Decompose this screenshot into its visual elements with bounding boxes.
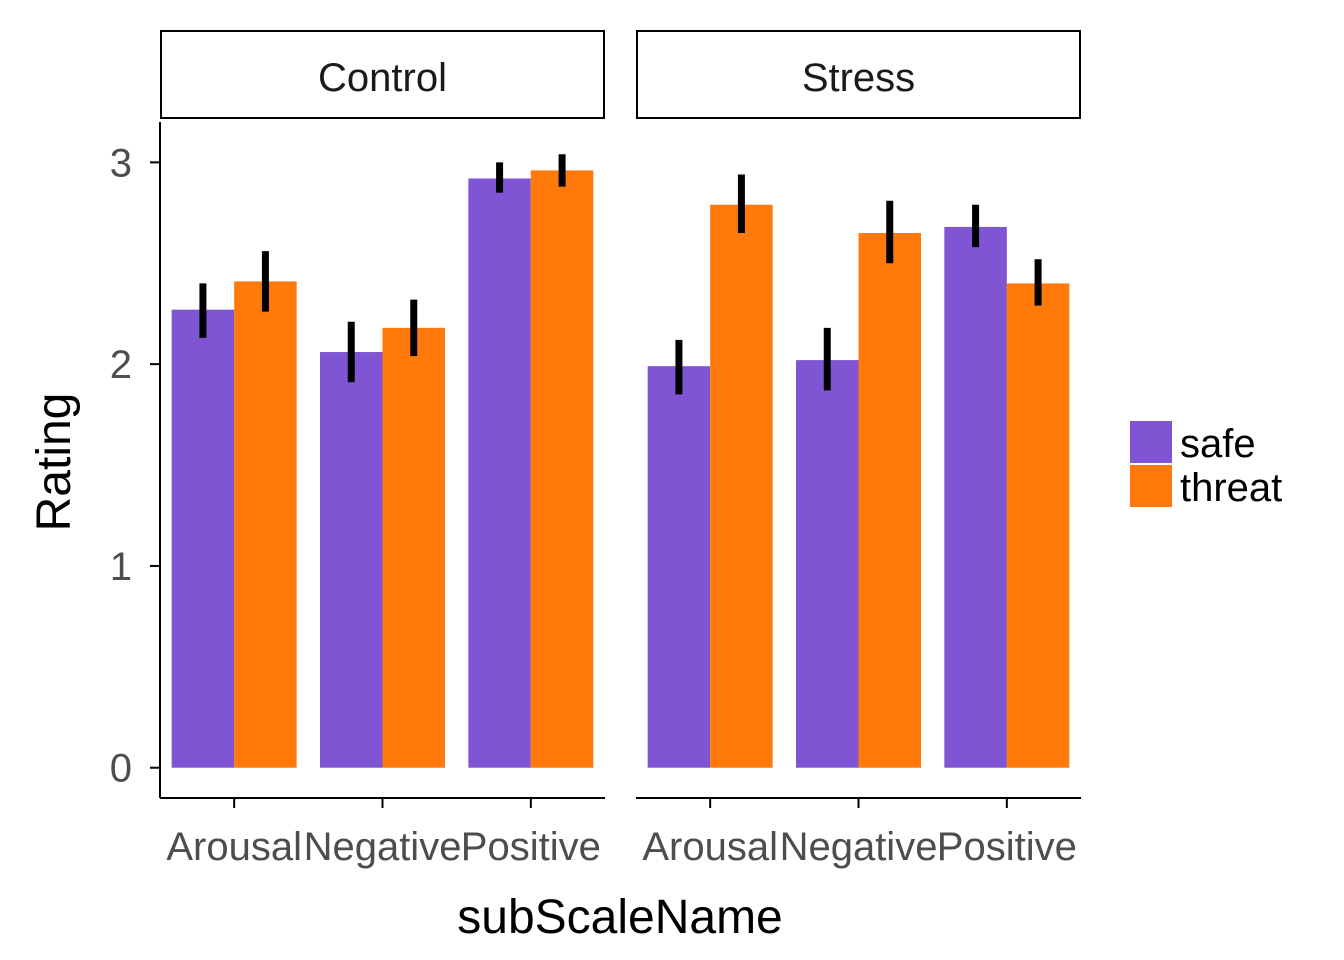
bar-safe-arousal xyxy=(647,366,711,768)
y-axis-title: Rating xyxy=(28,393,81,532)
bar-safe-arousal xyxy=(171,309,235,768)
facet-strip xyxy=(160,30,605,119)
x-axis-title: subScaleName xyxy=(457,891,783,944)
panel-stress: Stress Arousal Negative Positive xyxy=(636,30,1081,869)
x-tick-label: Positive xyxy=(461,825,601,869)
x-tick-label: Negative xyxy=(304,825,462,869)
bar-threat-arousal xyxy=(710,204,773,768)
legend-label-threat: threat xyxy=(1180,466,1282,510)
y-tick-label: 0 xyxy=(110,747,132,791)
y-axis: 0 1 2 3 xyxy=(110,122,161,798)
legend-key-threat xyxy=(1130,465,1172,507)
bar-threat-arousal xyxy=(234,281,297,768)
x-tick-label: Arousal xyxy=(642,825,778,869)
facet-strip-label: Control xyxy=(318,56,447,100)
facet-strip-label: Stress xyxy=(802,56,915,100)
y-tick-label: 3 xyxy=(110,141,132,185)
bar-threat-negative xyxy=(858,232,921,768)
legend-key-safe xyxy=(1130,421,1172,463)
panel-control: Control Arousal Negative Positive xyxy=(160,30,605,869)
bar-safe-negative xyxy=(796,360,859,768)
x-tick-label: Arousal xyxy=(166,825,302,869)
y-tick-label: 2 xyxy=(110,343,132,387)
bar-threat-negative xyxy=(382,327,445,768)
x-tick-label: Positive xyxy=(937,825,1077,869)
x-tick-label: Negative xyxy=(780,825,938,869)
bar-threat-positive xyxy=(530,170,594,768)
facet-strip xyxy=(636,30,1081,119)
legend-label-safe: safe xyxy=(1180,422,1256,466)
bar-safe-negative xyxy=(320,352,383,768)
bar-threat-positive xyxy=(1006,283,1070,768)
bar-safe-positive xyxy=(944,226,1007,768)
y-tick-label: 1 xyxy=(110,545,132,589)
bar-safe-positive xyxy=(468,178,531,768)
